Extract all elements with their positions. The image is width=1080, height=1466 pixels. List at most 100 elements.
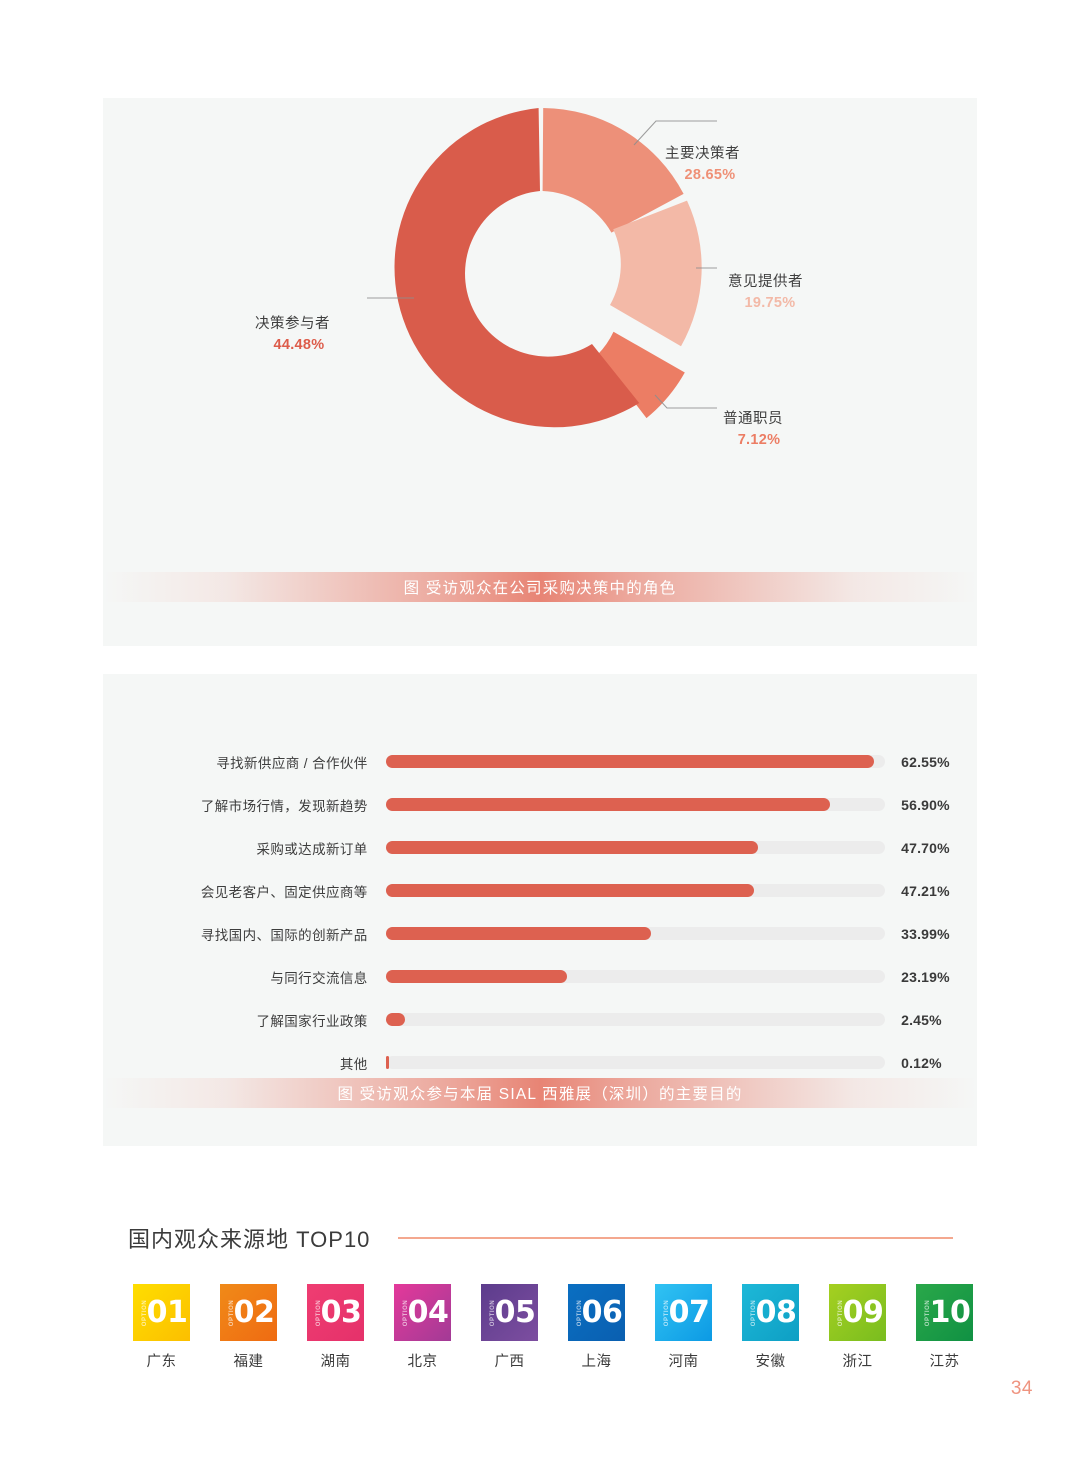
bar-category-label: 了解市场行情，发现新趋势 [200,798,368,814]
bar-category-label: 寻找国内、国际的创新产品 [200,927,368,943]
bar-row: 寻找新供应商 / 合作伙伴 62.55% [103,740,977,783]
rank-badge[interactable]: OPTION 08 [742,1284,799,1341]
bar-value-label: 33.99% [901,925,950,942]
badge-rank-number: 05 [494,1294,536,1330]
top10-province-name: 广东 [146,1354,177,1370]
top10-province-name: 北京 [407,1354,438,1370]
bar-fill [385,798,830,811]
bar-track [385,755,886,768]
top10-province-name: 上海 [581,1354,612,1370]
top10-item[interactable]: OPTION 02 福建 [205,1284,292,1371]
bar-row: 了解国家行业政策 2.45% [103,998,977,1041]
top10-item[interactable]: OPTION 01 广东 [118,1284,205,1371]
bar-track [385,884,886,897]
top10-province-name: 浙江 [842,1354,873,1370]
top10-header: 国内观众来源地 TOP10 [128,1222,953,1254]
badge-rank-number: 06 [581,1294,623,1330]
bar-fill [385,1013,405,1026]
badge-rank-number: 02 [233,1294,275,1330]
top10-province-name: 安徽 [755,1354,786,1370]
top10-item[interactable]: OPTION 09 浙江 [814,1284,901,1371]
rank-badge[interactable]: OPTION 03 [307,1284,364,1341]
donut-label-name: 决策参与者 [255,316,330,332]
rank-badge[interactable]: OPTION 07 [655,1284,712,1341]
rank-badge[interactable]: OPTION 06 [568,1284,625,1341]
bar-caption-text: 图 受访观众参与本届 SIAL 西雅展（深圳）的主要目的 [337,1086,743,1103]
bar-track [385,798,886,811]
rank-badge[interactable]: OPTION 10 [916,1284,973,1341]
top10-badge-list: OPTION 01 广东 OPTION 02 福建 OPTION 03 湖南 OPTION 04 北京… [118,1284,988,1371]
bar-value-label: 2.45% [901,1011,942,1028]
donut-chart-panel: 主要决策者 28.65% 意见提供者 19.75% 决策参与者 44.48% 普… [103,98,977,646]
top10-item[interactable]: OPTION 04 北京 [379,1284,466,1371]
bar-value-label: 0.12% [901,1054,942,1071]
rank-badge[interactable]: OPTION 01 [133,1284,190,1341]
donut-label-opinion-provider: 意见提供者 19.75% [728,272,812,314]
badge-rank-number: 04 [407,1294,449,1330]
bar-fill [385,1056,389,1069]
badge-rank-number: 08 [755,1294,797,1330]
donut-label-primary-decision-maker: 主要决策者 28.65% [665,144,755,186]
donut-slice-primary-decision-maker [542,108,684,233]
top10-item[interactable]: OPTION 05 广西 [466,1284,553,1371]
bar-fill [385,884,755,897]
bar-track [385,927,886,940]
badge-rank-number: 07 [668,1294,710,1330]
top10-province-name: 江苏 [929,1354,960,1370]
donut-chart-caption: 图 受访观众在公司采购决策中的角色 [103,572,977,602]
leader-line-general-staff [654,394,717,409]
donut-label-value: 7.12% [737,432,781,448]
badge-option-label: OPTION [490,1299,496,1326]
bar-value-label: 62.55% [901,753,950,770]
bar-row: 其他 0.12% [103,1041,977,1084]
donut-label-general-staff: 普通职员 7.12% [723,409,795,451]
bar-row: 与同行交流信息 23.19% [103,955,977,998]
page-number: 34 [1010,1378,1033,1399]
bar-value-label: 56.90% [901,796,950,813]
donut-label-name: 普通职员 [723,411,783,427]
donut-slice-opinion-provider [610,200,702,347]
donut-chart-svg [367,108,717,428]
top10-item[interactable]: OPTION 10 江苏 [901,1284,988,1371]
donut-label-decision-participant: 决策参与者 44.48% [255,314,343,356]
bar-category-label: 其他 [339,1056,368,1072]
bar-track [385,1056,886,1069]
top10-province-name: 湖南 [320,1354,351,1370]
top10-province-name: 广西 [494,1354,525,1370]
top10-item[interactable]: OPTION 08 安徽 [727,1284,814,1371]
donut-label-value: 19.75% [744,295,796,311]
badge-rank-number: 03 [320,1294,362,1330]
bar-fill [385,927,651,940]
donut-label-value: 28.65% [684,167,736,183]
top10-divider-line [398,1237,953,1239]
donut-caption-text: 图 受访观众在公司采购决策中的角色 [403,580,677,597]
badge-option-label: OPTION [403,1299,409,1326]
bar-row: 采购或达成新订单 47.70% [103,826,977,869]
badge-option-label: OPTION [316,1299,322,1326]
bar-row: 寻找国内、国际的创新产品 33.99% [103,912,977,955]
bar-track [385,970,886,983]
badge-option-label: OPTION [142,1299,148,1326]
rank-badge[interactable]: OPTION 02 [220,1284,277,1341]
rank-badge[interactable]: OPTION 09 [829,1284,886,1341]
top10-title: 国内观众来源地 TOP10 [128,1227,371,1252]
top10-item[interactable]: OPTION 06 上海 [553,1284,640,1371]
bar-category-label: 与同行交流信息 [270,970,368,986]
top10-item[interactable]: OPTION 03 湖南 [292,1284,379,1371]
badge-rank-number: 10 [929,1294,971,1330]
bar-fill [385,970,567,983]
rank-badge[interactable]: OPTION 04 [394,1284,451,1341]
bar-value-label: 23.19% [901,968,950,985]
bar-value-label: 47.21% [901,882,950,899]
donut-label-name: 主要决策者 [665,146,740,162]
bar-value-label: 47.70% [901,839,950,856]
badge-rank-number: 09 [842,1294,884,1330]
bar-category-label: 会见老客户、固定供应商等 [200,884,368,900]
donut-slice-decision-participant [394,108,640,428]
bar-row: 会见老客户、固定供应商等 47.21% [103,869,977,912]
top10-item[interactable]: OPTION 07 河南 [640,1284,727,1371]
badge-option-label: OPTION [664,1299,670,1326]
bar-row: 了解市场行情，发现新趋势 56.90% [103,783,977,826]
rank-badge[interactable]: OPTION 05 [481,1284,538,1341]
